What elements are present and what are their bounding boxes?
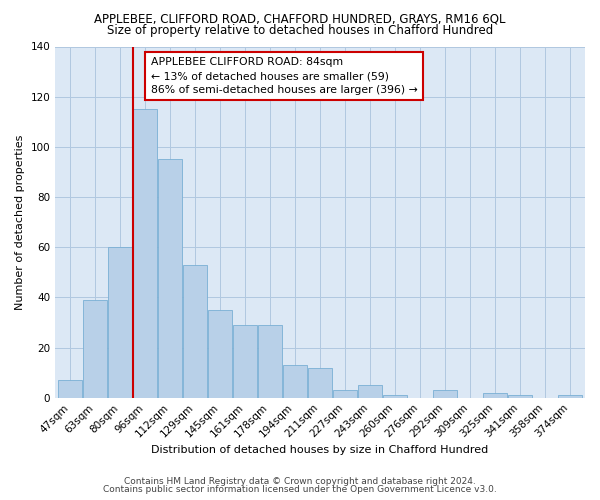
Bar xyxy=(558,395,582,398)
Bar xyxy=(383,395,407,398)
Bar xyxy=(83,300,107,398)
Text: Size of property relative to detached houses in Chafford Hundred: Size of property relative to detached ho… xyxy=(107,24,493,37)
Text: Contains HM Land Registry data © Crown copyright and database right 2024.: Contains HM Land Registry data © Crown c… xyxy=(124,477,476,486)
Bar xyxy=(233,325,257,398)
Bar xyxy=(508,395,532,398)
Bar xyxy=(333,390,357,398)
Bar xyxy=(358,385,382,398)
Y-axis label: Number of detached properties: Number of detached properties xyxy=(15,134,25,310)
Bar xyxy=(258,325,282,398)
X-axis label: Distribution of detached houses by size in Chafford Hundred: Distribution of detached houses by size … xyxy=(151,445,489,455)
Bar xyxy=(283,365,307,398)
Bar xyxy=(433,390,457,398)
Bar xyxy=(158,160,182,398)
Bar xyxy=(208,310,232,398)
Text: APPLEBEE CLIFFORD ROAD: 84sqm
← 13% of detached houses are smaller (59)
86% of s: APPLEBEE CLIFFORD ROAD: 84sqm ← 13% of d… xyxy=(151,57,417,95)
Bar xyxy=(133,109,157,398)
Bar xyxy=(183,265,207,398)
Bar xyxy=(308,368,332,398)
Bar xyxy=(108,247,132,398)
Text: APPLEBEE, CLIFFORD ROAD, CHAFFORD HUNDRED, GRAYS, RM16 6QL: APPLEBEE, CLIFFORD ROAD, CHAFFORD HUNDRE… xyxy=(94,12,506,26)
Text: Contains public sector information licensed under the Open Government Licence v3: Contains public sector information licen… xyxy=(103,485,497,494)
Bar xyxy=(58,380,82,398)
Bar xyxy=(483,392,507,398)
